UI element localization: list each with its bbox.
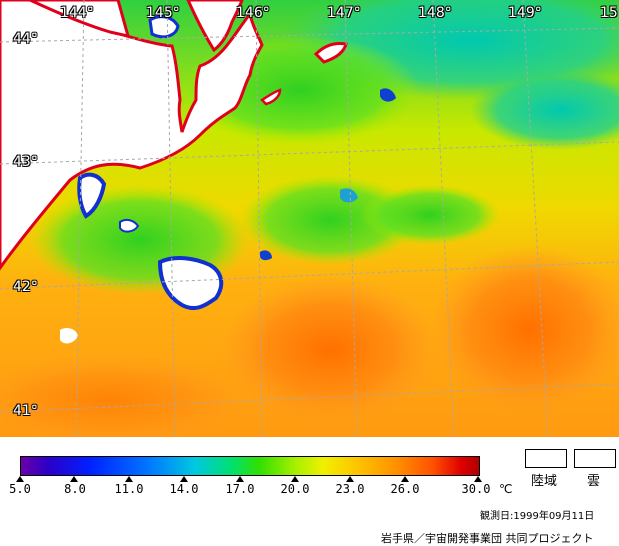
longitude-label: 148° — [418, 5, 452, 21]
latitude-label: 42° — [13, 279, 38, 295]
latitude-label: 41° — [13, 403, 38, 419]
longitude-label: 146° — [236, 5, 270, 21]
tick-label: 8.0 — [64, 482, 86, 496]
warm-water-mass — [430, 245, 619, 415]
cloud-legend-swatch — [574, 449, 616, 468]
kuril-island — [186, 0, 244, 53]
kuril-island — [260, 88, 282, 106]
cool-water-mass — [360, 185, 500, 245]
tick-label: 26.0 — [390, 482, 420, 496]
longitude-label: 15 — [600, 5, 618, 21]
tick-label: 5.0 — [9, 482, 31, 496]
hokkaido-land — [0, 0, 264, 271]
sea-surface-temperature-map: 144° 145° 146° 147° 148° 149° 15 44° 43°… — [0, 0, 619, 437]
warm-water-mass — [0, 355, 250, 437]
observation-date: 観測日:1999年09月11日 — [480, 511, 595, 522]
latitude-label: 44° — [13, 31, 38, 47]
tick-mark — [291, 476, 299, 482]
longitude-label: 145° — [146, 5, 180, 21]
longitude-label: 149° — [508, 5, 542, 21]
cold-water-mass — [470, 70, 619, 150]
tick-mark — [16, 476, 24, 482]
map-canvas — [0, 0, 619, 437]
longitude-label: 147° — [327, 5, 361, 21]
cloud-legend-label: 雲 — [587, 474, 601, 489]
longitude-label: 144° — [60, 5, 94, 21]
tick-label: 20.0 — [280, 482, 310, 496]
tick-label: 11.0 — [114, 482, 144, 496]
tick-label: 14.0 — [169, 482, 199, 496]
tick-mark — [401, 476, 409, 482]
latitude-label: 43° — [13, 154, 38, 170]
credit-line: 岩手県／宇宙開発事業団 共同プロジェクト — [381, 532, 594, 545]
tick-mark — [70, 476, 78, 482]
graticule — [0, 0, 619, 437]
tick-mark — [346, 476, 354, 482]
tick-mark — [125, 476, 133, 482]
tick-mark — [236, 476, 244, 482]
tick-mark — [180, 476, 188, 482]
tick-mark — [474, 476, 482, 482]
tick-label: 23.0 — [335, 482, 365, 496]
tick-label: 30.0 — [461, 482, 491, 496]
color-scale-ticks — [0, 476, 619, 484]
warm-water-mass — [220, 275, 440, 425]
land-legend-label: 陸域 — [531, 474, 558, 489]
tick-label: 17.0 — [225, 482, 255, 496]
cloud-patches — [60, 15, 396, 344]
land-legend-swatch — [525, 449, 567, 468]
temperature-color-scale — [20, 456, 480, 476]
nemuro-land — [29, 0, 131, 39]
temperature-unit: ℃ — [499, 482, 513, 496]
